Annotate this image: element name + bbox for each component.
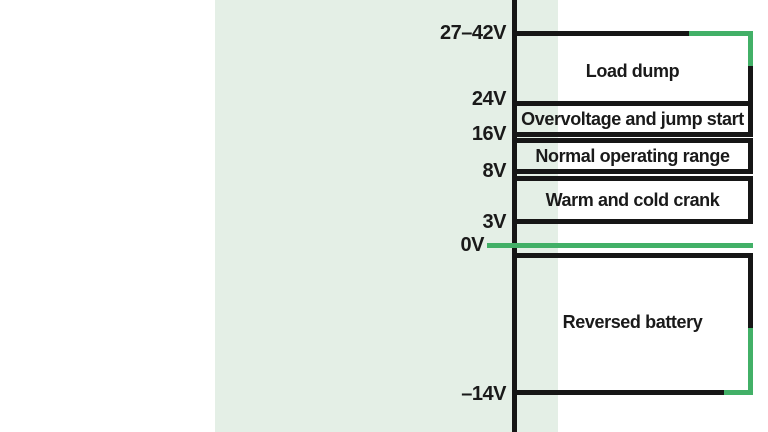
region-label-overvoltage: Overvoltage and jump start xyxy=(521,108,744,129)
region-label-warm-cold-crank: Warm and cold crank xyxy=(545,189,720,210)
region-label-reversed-battery: Reversed battery xyxy=(562,311,703,332)
region-reversed-battery: Reversed battery xyxy=(517,311,748,333)
tick-label-27-42v: 27–42V xyxy=(440,22,506,44)
tick-label-minus14v: –14V xyxy=(461,383,506,405)
load-dump-right-border-green xyxy=(748,31,753,66)
region-box-normal-operating-range: Normal operating range xyxy=(512,138,753,174)
region-box-warm-cold-crank: Warm and cold crank xyxy=(512,176,753,224)
reversed-battery-right-border-black xyxy=(748,253,753,328)
tick-label-16v: 16V xyxy=(471,123,507,145)
level-line-27-42v-green-segment xyxy=(689,31,753,36)
reversed-battery-right-border-green xyxy=(748,328,753,395)
tick-label-3v: 3V xyxy=(482,211,507,233)
region-label-normal-operating-range: Normal operating range xyxy=(535,145,730,166)
tick-label-0v: 0V xyxy=(460,234,485,256)
zero-volt-line xyxy=(487,243,753,248)
tick-label-24v: 24V xyxy=(471,88,507,110)
level-line-27-42v xyxy=(512,31,689,36)
region-label-load-dump: Load dump xyxy=(585,60,680,81)
diagram-panel: 27–42V 24V 16V 8V 3V 0V –14V Load dump O… xyxy=(215,0,753,432)
level-line-minus14v xyxy=(512,390,724,395)
level-line-minus14v-green-segment xyxy=(724,390,753,395)
region-load-dump: Load dump xyxy=(517,60,748,82)
region-box-overvoltage: Overvoltage and jump start xyxy=(512,101,753,137)
reversed-battery-top-line xyxy=(512,253,753,258)
tick-label-8v: 8V xyxy=(482,160,507,182)
load-dump-right-border-black xyxy=(748,66,753,101)
